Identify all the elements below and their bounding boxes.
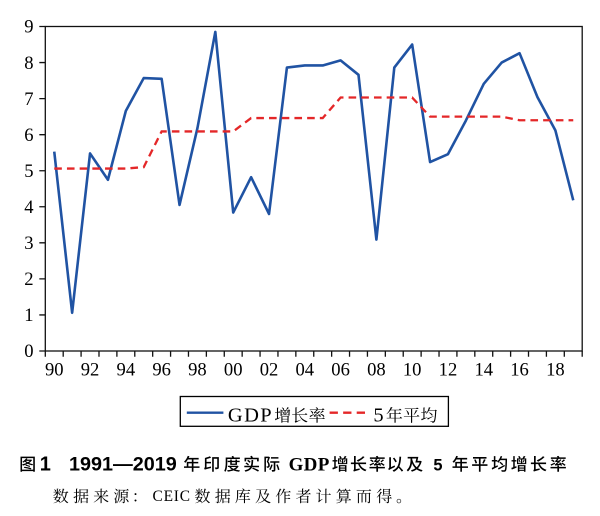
svg-text:1991—2019: 1991—2019	[69, 453, 177, 475]
svg-text:0: 0	[24, 341, 33, 362]
svg-text:90: 90	[45, 360, 64, 381]
svg-text:5: 5	[373, 405, 383, 427]
svg-text:14: 14	[474, 360, 493, 381]
svg-text:92: 92	[81, 360, 100, 381]
svg-text:7: 7	[24, 89, 33, 110]
svg-text:9: 9	[24, 17, 33, 38]
svg-text:6: 6	[24, 125, 33, 146]
svg-text:CEIC: CEIC	[153, 488, 191, 505]
svg-text:10: 10	[403, 360, 422, 381]
svg-text:16: 16	[510, 360, 529, 381]
svg-text:98: 98	[188, 360, 207, 381]
svg-text:12: 12	[439, 360, 458, 381]
svg-text:94: 94	[117, 360, 136, 381]
svg-text:18: 18	[546, 360, 565, 381]
svg-text:96: 96	[152, 360, 171, 381]
svg-text:00: 00	[224, 360, 243, 381]
svg-text:02: 02	[260, 360, 279, 381]
svg-text:5: 5	[24, 161, 33, 182]
svg-text:08: 08	[367, 360, 386, 381]
svg-text:06: 06	[331, 360, 350, 381]
svg-text:04: 04	[296, 360, 315, 381]
svg-text:5: 5	[433, 456, 442, 474]
svg-text:GDP: GDP	[228, 405, 273, 427]
svg-text:GDP: GDP	[289, 454, 330, 475]
svg-text:1: 1	[40, 453, 51, 475]
svg-text:2: 2	[24, 269, 33, 290]
svg-text:4: 4	[24, 197, 33, 218]
svg-text:8: 8	[24, 53, 33, 74]
svg-text:3: 3	[24, 233, 33, 254]
svg-text:1: 1	[24, 305, 33, 326]
